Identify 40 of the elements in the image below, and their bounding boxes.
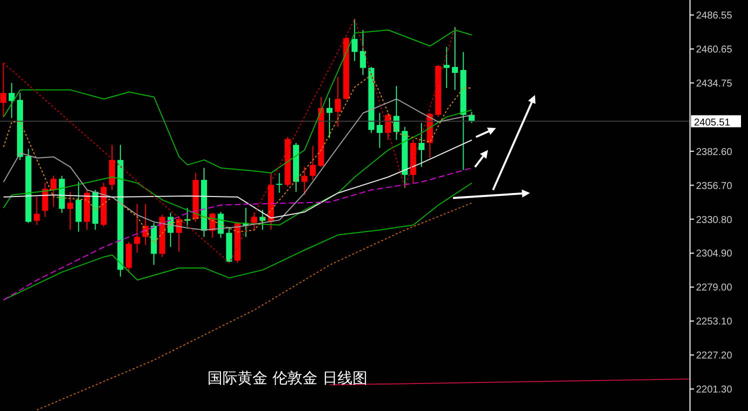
y-tick-label: 2227.20 (696, 350, 733, 362)
y-tick-label: 2486.55 (696, 10, 733, 22)
line-series (3, 74, 472, 244)
candlestick (276, 172, 282, 194)
line-series (3, 18, 456, 264)
line-series (3, 30, 472, 174)
candlestick (67, 191, 74, 230)
y-tick-label: 2279.00 (696, 282, 733, 294)
candlestick (310, 145, 316, 180)
candlestick (50, 175, 56, 208)
y-tick-label: 2356.70 (696, 180, 733, 192)
y-tick-label: 2304.90 (696, 248, 733, 260)
candlestick (418, 122, 424, 168)
y-tick-label: 2201.30 (696, 384, 733, 396)
candlestick (251, 212, 258, 230)
candlestick (301, 166, 308, 196)
y-tick-label: 2434.75 (696, 78, 733, 90)
y-tick-label: 2382.60 (696, 146, 733, 158)
candlestick (444, 46, 450, 88)
y-tick-label: 2330.80 (696, 214, 733, 226)
candlestick (452, 26, 458, 90)
candlestick (8, 82, 15, 118)
candlestick (352, 18, 358, 62)
candlestick (0, 62, 6, 118)
candlestick (334, 76, 341, 128)
text: 国际黄金 伦敦金 日线图 (206, 369, 368, 388)
candlestick (376, 112, 383, 148)
candlestick (126, 241, 132, 274)
candlestick (134, 203, 140, 254)
candlestick (76, 181, 82, 232)
line-series (36, 202, 472, 410)
y-tick-label: 2253.10 (696, 316, 733, 328)
candlestick (42, 182, 48, 218)
line-series (3, 140, 472, 219)
candlestick (360, 30, 366, 76)
candlestick (34, 196, 40, 226)
candlestick (326, 97, 332, 138)
candlestick (393, 86, 400, 140)
ref-line-label: 2405.51 (694, 117, 731, 128)
y-tick-label: 2460.65 (696, 44, 733, 56)
